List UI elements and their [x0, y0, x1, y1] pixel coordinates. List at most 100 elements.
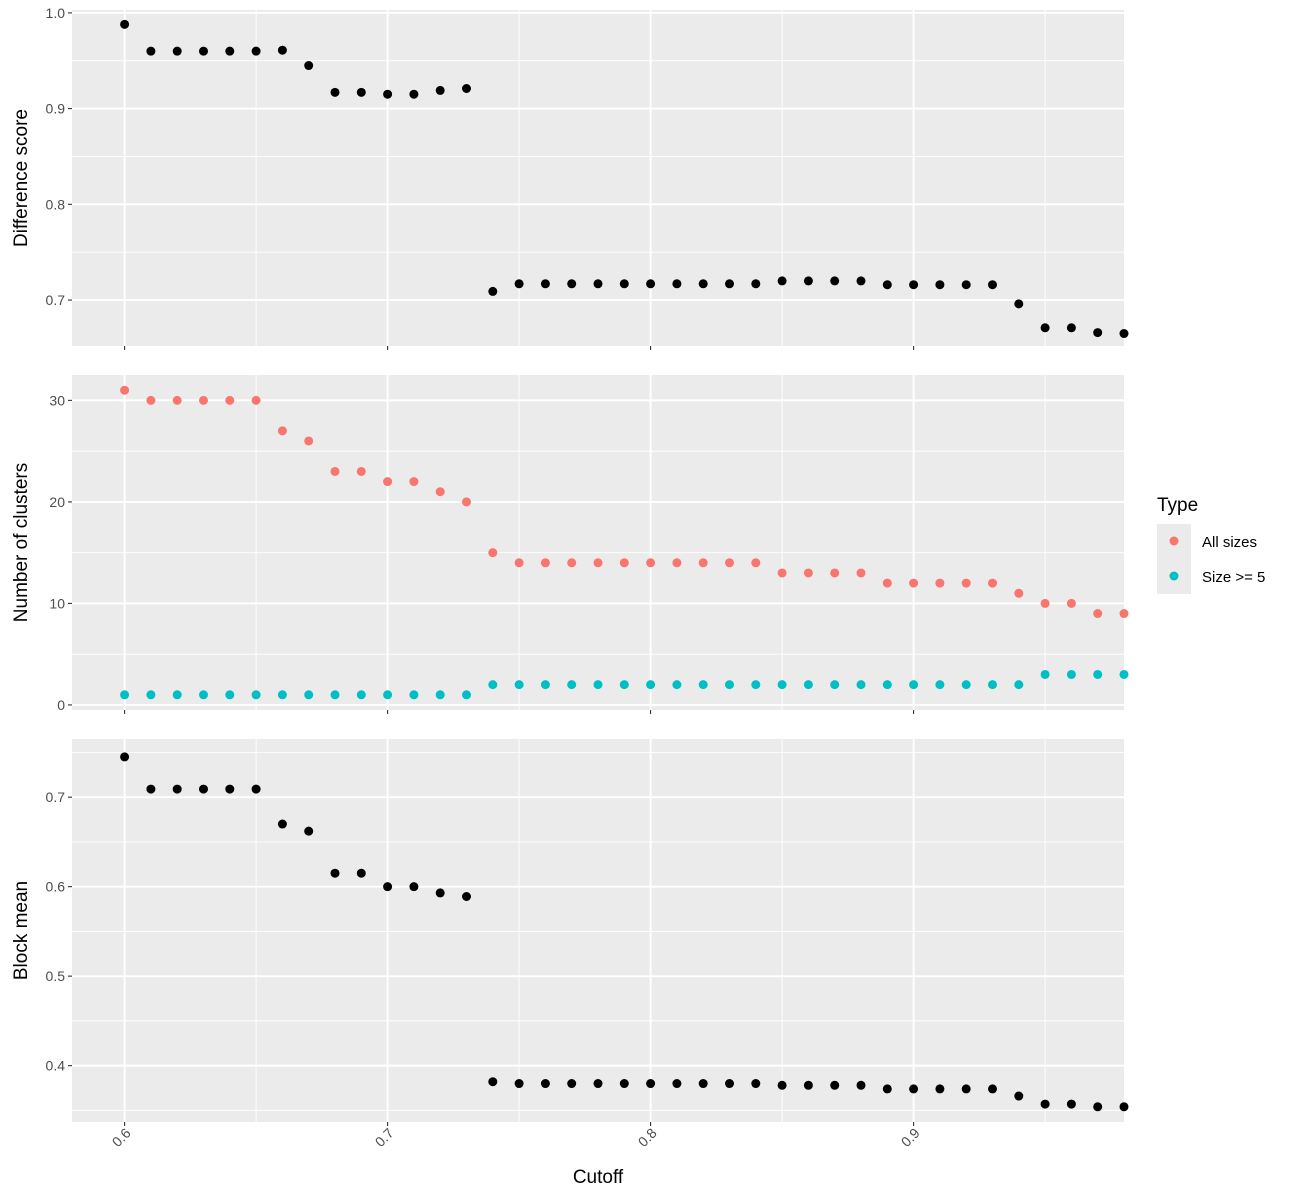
data-point — [882, 1084, 892, 1094]
data-point — [120, 690, 130, 700]
data-point — [199, 784, 208, 794]
legend: Type All sizes Size >= 5 — [1157, 495, 1265, 594]
data-point — [751, 279, 761, 289]
y-axis-title: Difference score — [11, 109, 32, 247]
data-point — [120, 385, 130, 395]
data-point — [751, 680, 761, 690]
data-point — [383, 477, 393, 487]
data-point — [777, 1080, 787, 1090]
data-point — [567, 1079, 577, 1089]
data-point — [909, 280, 919, 290]
panel-3: 0.4 0.5 0.6 0.7 Block mean — [11, 739, 1129, 1126]
data-point — [593, 279, 603, 289]
data-point — [567, 279, 577, 289]
panels-layer: 0.7 0.8 0.9 1.0 Difference score 0 10 20 30 Numbe… — [11, 5, 1129, 1150]
data-point — [988, 1084, 997, 1094]
data-point — [856, 568, 866, 578]
data-point — [961, 280, 971, 290]
y-tick-label: 1.0 — [46, 5, 66, 21]
data-point — [909, 578, 919, 588]
data-point — [225, 690, 235, 700]
data-point — [251, 395, 261, 405]
data-point — [277, 426, 287, 436]
data-point — [803, 1080, 813, 1090]
data-point — [383, 690, 393, 700]
data-point — [146, 395, 156, 405]
data-point — [1066, 669, 1076, 679]
panel-2: 0 10 20 30 Number of clusters — [11, 375, 1129, 714]
legend-swatch — [1169, 536, 1179, 546]
series-1 — [120, 385, 1129, 619]
x-axis-title: Cutoff — [573, 1167, 624, 1188]
data-point — [409, 882, 419, 892]
data-point — [882, 680, 892, 690]
data-point — [803, 276, 813, 286]
data-point — [725, 279, 734, 289]
data-point — [803, 680, 813, 690]
data-point — [462, 891, 471, 901]
x-tick-label: 0.7 — [372, 1125, 397, 1150]
series-1 — [120, 19, 1129, 339]
data-point — [961, 680, 971, 690]
y-tick-label: 10 — [49, 595, 65, 611]
data-point — [304, 61, 314, 71]
data-point — [1119, 329, 1129, 339]
y-axis-title: Block mean — [11, 881, 32, 980]
data-point — [462, 497, 471, 507]
data-point — [1119, 1102, 1129, 1112]
data-point — [935, 578, 945, 588]
data-point — [540, 279, 550, 289]
y-tick-label: 0.7 — [46, 789, 66, 805]
x-tick-label: 0.8 — [635, 1125, 660, 1150]
y-tick-label: 30 — [49, 392, 65, 408]
data-point — [619, 1079, 629, 1089]
data-point — [1066, 323, 1076, 333]
data-point — [672, 1079, 682, 1089]
data-point — [830, 1080, 840, 1090]
data-point — [777, 276, 787, 286]
data-point — [751, 558, 761, 568]
data-point — [698, 558, 708, 568]
data-point — [988, 680, 997, 690]
data-point — [225, 395, 235, 405]
panel-background — [72, 375, 1124, 710]
data-point — [514, 279, 524, 289]
data-point — [488, 286, 498, 296]
data-point — [488, 548, 498, 558]
data-point — [383, 89, 393, 99]
data-point — [1040, 669, 1050, 679]
data-point — [646, 1079, 656, 1089]
data-point — [961, 578, 971, 588]
data-point — [1093, 669, 1103, 679]
data-point — [172, 395, 182, 405]
x-tick-label: 0.6 — [109, 1125, 134, 1150]
data-point — [435, 690, 445, 700]
data-point — [146, 46, 156, 56]
data-point — [277, 45, 287, 55]
data-point — [277, 819, 287, 829]
data-point — [356, 87, 366, 97]
data-point — [330, 690, 340, 700]
data-point — [251, 46, 261, 56]
panel-1: 0.7 0.8 0.9 1.0 Difference score — [11, 5, 1129, 350]
data-point — [435, 487, 445, 497]
data-point — [619, 680, 629, 690]
data-point — [777, 680, 787, 690]
data-point — [1119, 669, 1129, 679]
panel-background — [72, 739, 1124, 1122]
data-point — [462, 83, 471, 93]
data-point — [698, 1079, 708, 1089]
data-point — [225, 46, 235, 56]
data-point — [199, 46, 208, 56]
data-point — [172, 46, 182, 56]
panel-background — [72, 10, 1124, 346]
data-point — [672, 558, 682, 568]
data-point — [409, 477, 419, 487]
data-point — [593, 680, 603, 690]
data-point — [988, 578, 997, 588]
legend-label: All sizes — [1202, 534, 1257, 551]
data-point — [199, 395, 208, 405]
data-point — [803, 568, 813, 578]
data-point — [435, 888, 445, 898]
